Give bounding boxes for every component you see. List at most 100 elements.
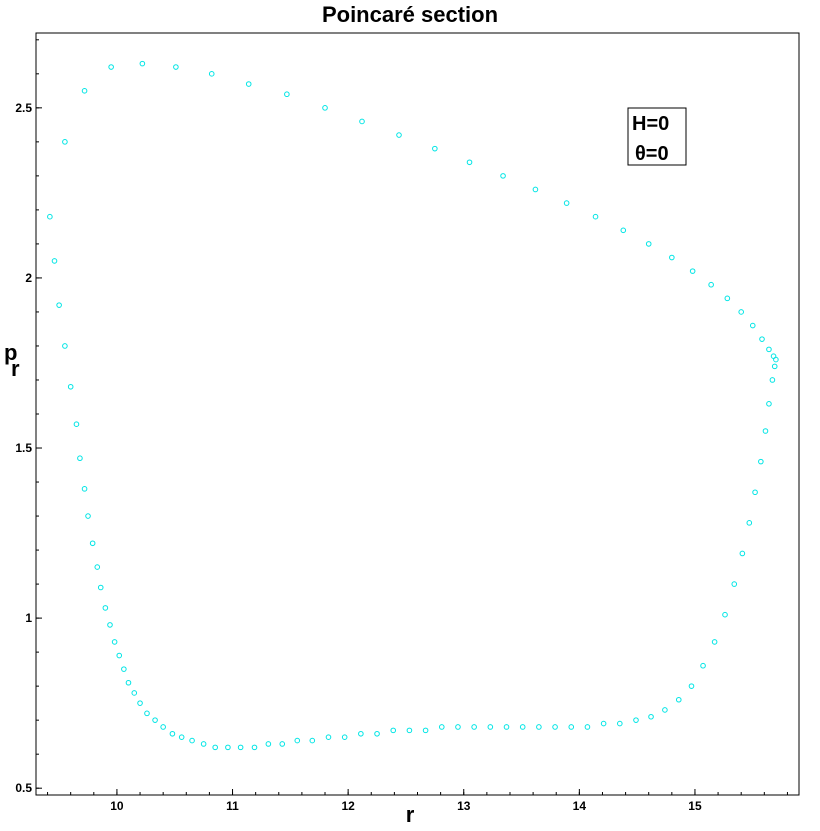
data-point — [94, 564, 101, 570]
data-point — [769, 377, 776, 383]
data-point — [139, 60, 146, 67]
data-point — [738, 309, 744, 315]
data-point — [766, 346, 772, 353]
data-point — [62, 343, 68, 349]
data-point — [111, 639, 118, 645]
data-point — [669, 254, 675, 261]
data-point — [47, 213, 53, 220]
data-point — [152, 717, 158, 723]
data-point — [251, 744, 258, 751]
axis-ticks: 10 11 12 13 14 15 0.5 1 1.5 2 2.5 — [15, 39, 788, 813]
y-tick-label: 1 — [25, 611, 32, 625]
annotation-box: H=0 θ=0 — [627, 107, 687, 166]
data-point — [762, 428, 769, 434]
data-point — [265, 741, 272, 747]
data-point — [617, 720, 623, 727]
data-point — [519, 724, 526, 730]
data-point — [144, 710, 150, 717]
data-point — [758, 458, 764, 465]
data-point — [225, 744, 231, 751]
data-point — [85, 513, 91, 519]
data-point — [108, 64, 114, 70]
x-tick-label: 13 — [457, 799, 471, 813]
data-point — [51, 258, 58, 264]
x-tick-label: 14 — [573, 799, 587, 813]
annotation-hamiltonian: H=0 — [632, 113, 669, 135]
data-point — [121, 666, 127, 672]
data-point — [294, 737, 301, 744]
data-point — [200, 741, 207, 747]
data-point — [137, 700, 143, 706]
data-point — [102, 605, 109, 611]
y-tick-label: 1.5 — [15, 441, 32, 455]
data-point — [662, 707, 668, 713]
data-point — [189, 737, 195, 744]
data-point — [584, 724, 591, 730]
data-point — [245, 81, 252, 87]
x-tick-label: 15 — [688, 799, 702, 813]
data-point — [432, 145, 438, 152]
data-point — [178, 734, 185, 740]
data-point — [131, 690, 138, 696]
data-point — [390, 727, 397, 734]
data-point — [67, 383, 74, 390]
x-axis-label: r — [406, 802, 415, 827]
data-point — [341, 734, 348, 740]
data-point — [688, 683, 695, 689]
x-tick-label: 12 — [341, 799, 355, 813]
data-point — [212, 744, 218, 751]
data-point — [62, 139, 68, 145]
data-point — [675, 696, 682, 703]
data-point — [645, 241, 652, 247]
data-point — [438, 724, 445, 730]
data-point — [568, 724, 575, 730]
data-point — [455, 724, 461, 730]
data-point — [471, 724, 477, 730]
data-point — [81, 88, 88, 94]
data-point — [97, 584, 104, 591]
data-point — [237, 744, 244, 751]
y-tick-label: 2 — [25, 271, 32, 285]
data-point — [359, 118, 365, 125]
data-point — [552, 724, 558, 730]
x-tick-label: 10 — [110, 799, 124, 813]
data-point — [116, 652, 123, 659]
annotation-theta: θ=0 — [635, 143, 669, 165]
data-point — [739, 550, 746, 557]
data-point — [563, 200, 570, 206]
data-point — [279, 741, 286, 747]
data-point — [73, 421, 80, 428]
data-point — [620, 227, 627, 234]
data-point — [125, 679, 132, 686]
data-point — [173, 64, 179, 70]
data-point — [374, 730, 380, 737]
data-point — [771, 363, 778, 370]
y-axis-label: p — [4, 340, 17, 365]
data-point — [746, 520, 753, 526]
data-point — [284, 91, 290, 98]
data-points — [47, 60, 779, 751]
data-point — [325, 734, 332, 740]
data-point — [422, 727, 429, 734]
y-axis-label-subscript: r — [11, 356, 20, 381]
data-point — [536, 724, 542, 730]
data-point — [208, 71, 215, 77]
data-point — [689, 268, 696, 274]
data-point — [77, 455, 83, 462]
y-tick-label: 2.5 — [15, 101, 32, 115]
data-point — [56, 302, 62, 308]
data-point — [358, 730, 364, 737]
data-point — [708, 281, 714, 288]
data-point — [770, 353, 777, 359]
data-point — [731, 581, 738, 587]
data-point — [396, 132, 402, 138]
data-point — [466, 159, 473, 166]
data-point — [487, 724, 494, 730]
data-point — [749, 322, 756, 329]
data-point — [107, 622, 113, 628]
data-point — [81, 486, 88, 492]
data-point — [89, 540, 96, 547]
axis-labels: r p r — [4, 340, 415, 827]
data-point — [633, 717, 639, 723]
